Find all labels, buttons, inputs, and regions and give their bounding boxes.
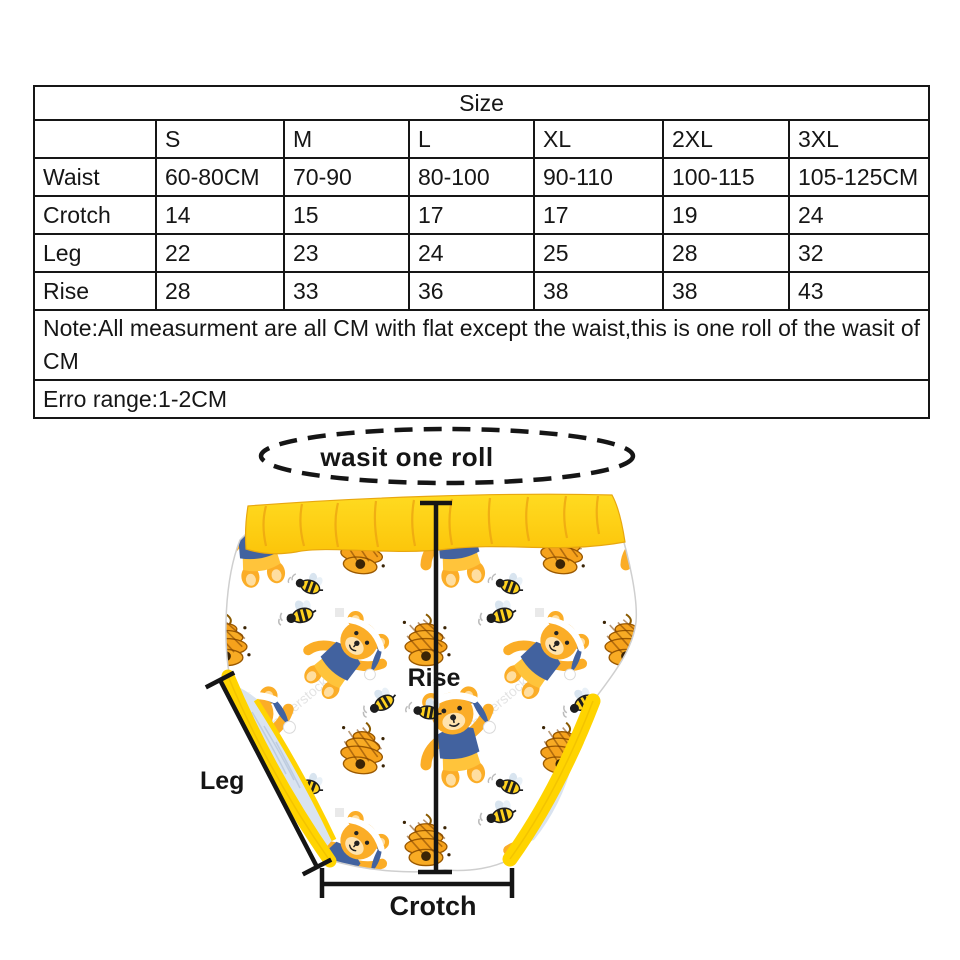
table-title-row: Size — [32, 85, 931, 121]
header-cell-3xl: 3XL — [787, 119, 931, 159]
header-cell-s: S — [155, 119, 285, 159]
table-cell: 25 — [533, 233, 664, 273]
table-note-row: Note:All measurment are all CM with flat… — [32, 309, 931, 381]
callout-label: wasit one roll — [319, 442, 493, 472]
table-note: Note:All measurment are all CM with flat… — [32, 309, 931, 381]
rise-label: Rise — [408, 664, 461, 692]
table-header-row: S M L XL 2XL 3XL — [33, 119, 931, 159]
table-cell: 60-80CM — [155, 157, 285, 197]
table-cell: 19 — [662, 195, 790, 235]
header-cell-m: M — [283, 119, 410, 159]
pants-body — [225, 521, 638, 873]
leg-measure — [204, 670, 333, 877]
table-cell: 90-110 — [533, 157, 664, 197]
left-leg-opening — [221, 669, 337, 868]
table-cell: 70-90 — [283, 157, 410, 197]
table-cell: 17 — [533, 195, 664, 235]
header-cell-empty — [33, 119, 157, 159]
leg-top-tick — [204, 670, 236, 690]
leg-label: Leg — [200, 767, 244, 795]
table-error-row: Erro range:1-2CM — [32, 379, 931, 419]
table-cell: 24 — [408, 233, 535, 273]
crotch-label: Crotch — [390, 891, 477, 921]
table-cell: 23 — [283, 233, 410, 273]
table-error-range: Erro range:1-2CM — [32, 379, 931, 419]
table-cell: 22 — [155, 233, 285, 273]
table-cell: 32 — [787, 233, 931, 273]
table-cell: 38 — [662, 271, 790, 311]
table-cell: 33 — [283, 271, 410, 311]
waistband — [245, 493, 626, 555]
row-label-waist: Waist — [33, 157, 157, 197]
table-cell: 43 — [787, 271, 931, 311]
row-label-rise: Rise — [33, 271, 157, 311]
table-cell: 38 — [533, 271, 664, 311]
leg-bottom-tick — [301, 857, 333, 877]
header-cell-2xl: 2XL — [662, 119, 790, 159]
table-row-crotch: Crotch 14 15 17 17 19 24 — [33, 195, 931, 235]
table-cell: 28 — [662, 233, 790, 273]
rise-measure — [418, 500, 452, 875]
table-cell: 17 — [408, 195, 535, 235]
size-table: Size S M L XL 2XL 3XL Waist 60-80CM 70-9… — [32, 85, 931, 419]
table-row-waist: Waist 60-80CM 70-90 80-100 90-110 100-11… — [33, 157, 931, 197]
table-cell: 36 — [408, 271, 535, 311]
table-cell: 100-115 — [662, 157, 790, 197]
table-cell: 105-125CM — [787, 157, 931, 197]
header-cell-xl: XL — [533, 119, 664, 159]
table-cell: 14 — [155, 195, 285, 235]
table-row-rise: Rise 28 33 36 38 38 43 — [33, 271, 931, 311]
callout-ellipse — [258, 426, 636, 486]
table-title: Size — [32, 85, 931, 121]
crotch-measure — [319, 868, 515, 898]
header-cell-l: L — [408, 119, 535, 159]
table-cell: 80-100 — [408, 157, 535, 197]
leg-line — [218, 678, 319, 869]
table-row-leg: Leg 22 23 24 25 28 32 — [33, 233, 931, 273]
waist-callout: wasit one roll — [258, 426, 636, 486]
right-leg-opening — [502, 693, 601, 867]
table-cell: 28 — [155, 271, 285, 311]
table-cell: 15 — [283, 195, 410, 235]
table-cell: 24 — [787, 195, 931, 235]
row-label-leg: Leg — [33, 233, 157, 273]
row-label-crotch: Crotch — [33, 195, 157, 235]
